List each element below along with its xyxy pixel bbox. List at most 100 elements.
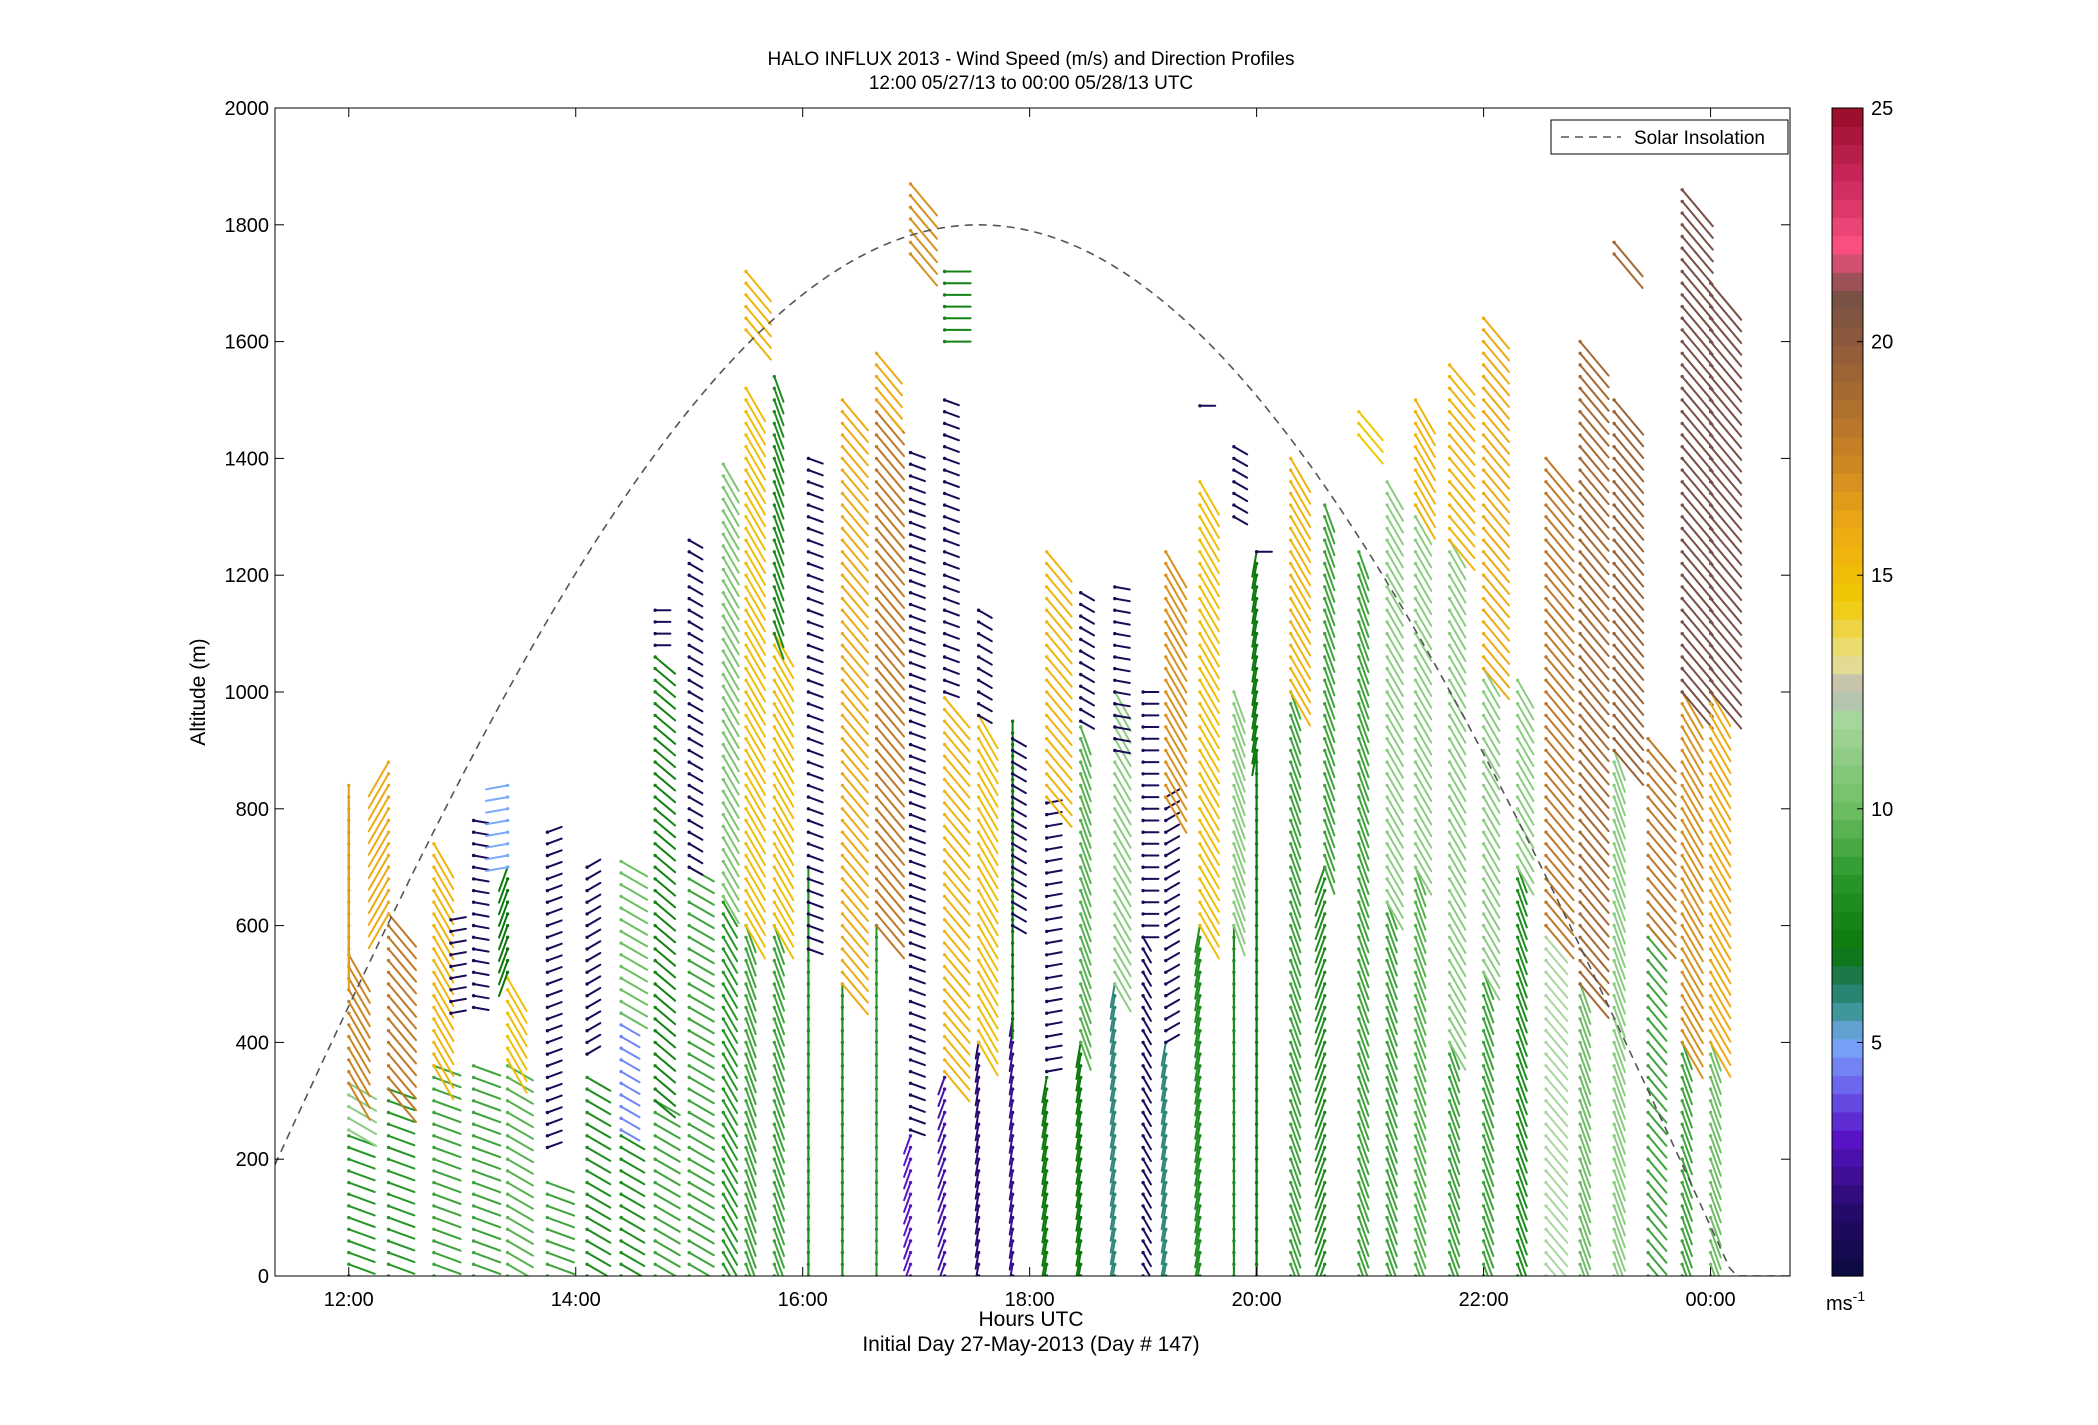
wind-vector-base xyxy=(1413,760,1418,764)
wind-vector xyxy=(1045,726,1073,758)
wind-vector xyxy=(620,1117,641,1130)
wind-vector-base xyxy=(619,1157,623,1161)
wind-vector xyxy=(506,1251,534,1269)
wind-vector-base xyxy=(1481,374,1486,379)
wind-vector xyxy=(688,749,704,759)
wind-vector xyxy=(841,866,869,899)
wind-vector-base xyxy=(1198,526,1202,531)
wind-vector xyxy=(875,796,905,831)
wind-vector-base xyxy=(1612,795,1616,799)
wind-vector xyxy=(1011,831,1027,841)
wind-vector xyxy=(620,1134,646,1151)
wind-vector xyxy=(1160,1146,1167,1172)
wind-vector xyxy=(620,1000,649,1018)
wind-vector-base xyxy=(687,585,691,589)
wind-vector xyxy=(1357,1204,1370,1234)
wind-vector-base xyxy=(1481,713,1486,718)
wind-vector xyxy=(1482,515,1510,549)
wind-vector-base xyxy=(772,491,776,496)
wind-vector xyxy=(1289,691,1312,727)
wind-vector-base xyxy=(1045,1227,1049,1232)
wind-vector xyxy=(722,1228,739,1255)
wind-vector-base xyxy=(1612,807,1616,811)
wind-vector xyxy=(1289,620,1312,657)
wind-vector xyxy=(977,679,993,689)
wind-vector-base xyxy=(772,1110,776,1115)
wind-vector-base xyxy=(1515,1239,1520,1243)
wind-vector xyxy=(1232,819,1246,852)
wind-vector-base xyxy=(1198,608,1202,612)
wind-vector-base xyxy=(1141,1064,1145,1068)
wind-vector xyxy=(1323,609,1336,638)
wind-vector xyxy=(943,883,971,916)
wind-vector xyxy=(1160,1204,1167,1231)
wind-vector xyxy=(1289,1076,1302,1106)
wind-vector xyxy=(688,691,704,701)
wind-vector xyxy=(745,293,772,326)
wind-vector xyxy=(909,1012,926,1020)
wind-vector-base xyxy=(744,1192,748,1196)
wind-vector xyxy=(745,1263,752,1276)
wind-vector xyxy=(773,562,785,590)
wind-vector xyxy=(1448,1181,1461,1211)
wind-vector xyxy=(1482,469,1510,502)
wind-vector-base xyxy=(744,293,748,297)
wind-vector xyxy=(1448,702,1467,732)
wind-vector xyxy=(1113,924,1132,954)
wind-vector-base xyxy=(744,573,748,577)
wind-vector-base xyxy=(653,958,657,963)
wind-vector xyxy=(620,1204,646,1221)
wind-vector-base xyxy=(1544,1134,1548,1138)
wind-vector xyxy=(1357,609,1370,638)
wind-vector-base xyxy=(1385,877,1389,881)
wind-vector xyxy=(909,206,938,240)
wind-vector-base xyxy=(585,958,589,963)
wind-vector-base xyxy=(1357,1227,1361,1232)
wind-vector-base xyxy=(1141,725,1145,729)
wind-vector-base xyxy=(1198,725,1202,729)
wind-vector-base xyxy=(471,1262,476,1267)
wind-vector-base xyxy=(1578,491,1582,496)
wind-vector xyxy=(347,1047,371,1086)
wind-vector xyxy=(875,854,905,890)
wind-vector-base xyxy=(976,1215,981,1220)
wind-vector xyxy=(1079,1018,1092,1048)
wind-vector xyxy=(1545,609,1575,644)
wind-vector-base xyxy=(471,1122,476,1126)
wind-vector-base xyxy=(471,900,476,904)
wind-vector-base xyxy=(1323,1227,1327,1232)
wind-vector xyxy=(1448,772,1467,803)
wind-vector xyxy=(1414,562,1433,592)
wind-vector-base xyxy=(1447,748,1452,753)
wind-vector-base xyxy=(471,947,476,951)
wind-vector xyxy=(937,1228,946,1248)
wind-vector xyxy=(722,650,740,679)
wind-vector xyxy=(498,936,509,962)
wind-vector-base xyxy=(1079,684,1083,688)
wind-vector xyxy=(367,877,390,915)
wind-vector xyxy=(1482,1076,1495,1106)
wind-vector-base xyxy=(1544,620,1548,624)
wind-vector-base xyxy=(721,1052,725,1056)
wind-vector xyxy=(841,842,869,876)
wind-vector xyxy=(620,1146,646,1162)
wind-vector-base xyxy=(687,1145,691,1150)
wind-vector-base xyxy=(942,561,947,566)
wind-vector xyxy=(1045,974,1063,980)
wind-vector-base xyxy=(471,1204,476,1208)
wind-vector-base xyxy=(1612,1157,1616,1161)
wind-vector-base xyxy=(1045,1180,1049,1185)
wind-vector xyxy=(1414,1181,1427,1211)
wind-vector xyxy=(654,1193,681,1210)
wind-vector xyxy=(1386,749,1404,779)
wind-vector xyxy=(1482,994,1495,1024)
wind-vector xyxy=(943,656,960,664)
wind-vector xyxy=(1008,1134,1014,1154)
wind-vector xyxy=(1289,761,1302,790)
wind-vector xyxy=(977,1006,999,1042)
wind-vector-base xyxy=(1164,1145,1168,1150)
wind-vector xyxy=(773,854,795,890)
wind-vector xyxy=(1314,1018,1326,1046)
wind-vector-base xyxy=(585,935,589,939)
wind-vector xyxy=(909,837,926,845)
